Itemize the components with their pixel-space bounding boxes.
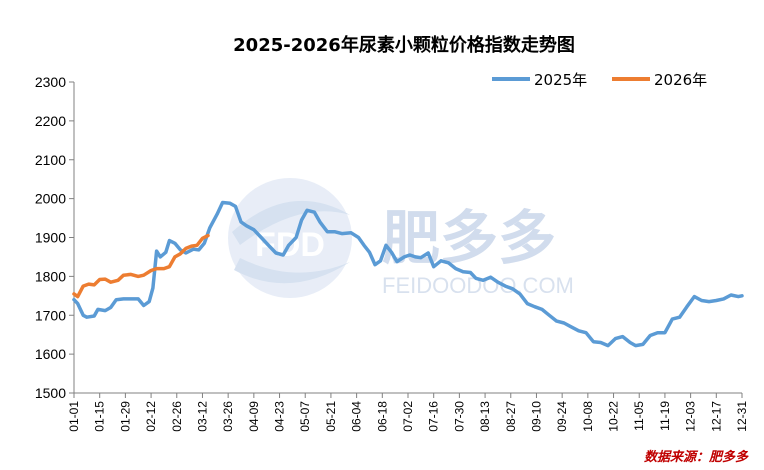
legend-label-2025: 2025年 — [534, 71, 587, 89]
y-tick-label: 2000 — [35, 191, 66, 207]
y-tick-label: 2200 — [35, 113, 66, 129]
x-tick-label: 07-16 — [427, 401, 441, 432]
x-tick-label: 04-09 — [247, 401, 261, 432]
x-tick-label: 03-12 — [195, 401, 209, 432]
watermark-brand-cn: 肥多多 — [382, 204, 556, 272]
x-tick-label: 11-05 — [632, 401, 646, 431]
series-line-2026 — [72, 233, 210, 299]
x-tick-label: 09-24 — [555, 401, 569, 432]
y-tick-label: 1900 — [35, 230, 66, 246]
x-tick-label: 02-26 — [170, 401, 184, 432]
legend-label-2026: 2026年 — [654, 71, 707, 89]
x-tick-label: 02-12 — [144, 401, 158, 432]
watermark-logo-swoosh-lower — [234, 258, 350, 284]
y-tick-label: 2300 — [35, 74, 66, 90]
x-tick-label: 08-13 — [478, 401, 492, 432]
chart-title: 2025-2026年尿素小颗粒价格指数走势图 — [233, 34, 575, 56]
x-tick-label: 07-30 — [452, 401, 466, 432]
x-tick-label: 07-02 — [401, 401, 415, 432]
y-tick-label: 1700 — [35, 307, 66, 323]
x-tick-label: 11-19 — [658, 401, 672, 431]
series-line-2025 — [72, 200, 744, 348]
x-tick-label: 04-23 — [273, 401, 287, 432]
y-tick-label: 1500 — [35, 385, 66, 401]
x-tick-label: 09-10 — [529, 401, 543, 432]
y-tick-label: 1600 — [35, 346, 66, 362]
y-tick-label: 2100 — [35, 152, 66, 168]
x-tick-label: 10-22 — [607, 401, 621, 432]
x-tick-label: 06-04 — [350, 401, 364, 432]
source-note: 数据来源：肥多多 — [644, 449, 749, 465]
x-tick-label: 05-07 — [298, 401, 312, 432]
y-axis-ticks: 1500 1600 1700 1800 1900 2000 2100 2200 2300 — [35, 74, 74, 401]
watermark: FDD 肥多多 FEIDOODOO.COM — [228, 178, 574, 298]
x-tick-label: 01-29 — [118, 401, 132, 432]
x-axis-ticks: 01-01 01-15 01-29 02-12 02-26 03-12 03-26 04-09… — [67, 393, 749, 432]
y-tick-label: 1800 — [35, 268, 66, 284]
legend: 2025年 2026年 — [492, 71, 707, 89]
x-tick-label: 03-26 — [221, 401, 235, 432]
watermark-logo-swoosh — [232, 200, 350, 245]
x-tick-label: 12-03 — [684, 401, 698, 432]
x-tick-label: 01-15 — [93, 401, 107, 432]
watermark-brand-en: FEIDOODOO.COM — [382, 273, 574, 298]
x-tick-label: 05-21 — [324, 401, 338, 432]
x-tick-label: 08-27 — [504, 401, 518, 432]
x-tick-label: 10-08 — [581, 401, 595, 432]
x-tick-label: 01-01 — [67, 401, 81, 432]
x-tick-label: 06-18 — [375, 401, 389, 432]
series-lines — [72, 200, 744, 348]
x-tick-label: 12-17 — [709, 401, 723, 432]
x-tick-label: 12-31 — [735, 401, 749, 432]
